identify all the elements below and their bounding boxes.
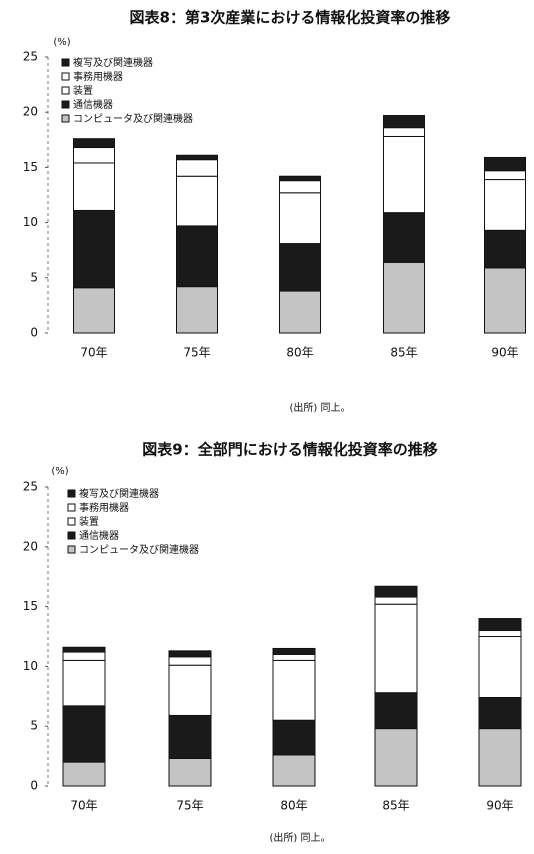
legend-label: 複写及び関連機器 (73, 56, 153, 69)
bar-segment (73, 209, 115, 289)
legend-swatch (61, 72, 70, 81)
bar-segment (272, 647, 316, 655)
bar-segment (168, 650, 212, 658)
x-tick-label: 90年 (491, 346, 518, 360)
bar-segment (383, 135, 425, 214)
bar-segment (62, 761, 106, 787)
bar-segment (478, 618, 522, 632)
y-tick-label: 0 (30, 779, 38, 793)
bar-segment (62, 646, 106, 653)
legend-label: 通信機器 (79, 529, 119, 542)
bar-segment (176, 286, 218, 334)
legend-label: 装置 (79, 515, 99, 528)
bar-segment (279, 243, 321, 292)
bar-segment (279, 192, 321, 245)
bar-segment (374, 585, 418, 598)
legend-label: 複写及び関連機器 (79, 487, 159, 500)
bar-segment (279, 175, 321, 182)
bar-segment (168, 757, 212, 787)
legend-label: 事務用機器 (79, 501, 129, 514)
y-tick-label: 0 (30, 326, 38, 340)
legend-label: コンピュータ及び関連機器 (73, 112, 193, 125)
x-tick-label: 80年 (286, 346, 313, 360)
bar-segment (176, 159, 218, 177)
bar-segment (478, 696, 522, 730)
bar-segment (478, 636, 522, 698)
source-note: (出所) 同上。 (290, 401, 351, 414)
legend-swatch (67, 545, 76, 554)
bar-segment (484, 156, 526, 172)
bar-segment (176, 175, 218, 227)
legend-swatch (61, 100, 70, 109)
bar-segment (478, 630, 522, 638)
legend-swatch (61, 86, 70, 95)
y-tick-label: 5 (30, 270, 38, 284)
y-tick-label: 5 (30, 719, 38, 733)
bar-segment (73, 147, 115, 164)
legend-swatch (61, 58, 70, 67)
x-tick-label: 90年 (486, 799, 513, 813)
bar-segment (73, 138, 115, 149)
bar-segment (383, 261, 425, 334)
bar-segment (374, 728, 418, 787)
bar-segment (272, 754, 316, 787)
bar-segment (176, 225, 218, 288)
x-tick-label: 75年 (176, 799, 203, 813)
y-unit: (%) (51, 466, 68, 477)
legend-swatch (67, 517, 76, 526)
bar-segment (484, 267, 526, 334)
bar-segment (272, 659, 316, 721)
bar-segment (484, 229, 526, 269)
bar-segment (168, 656, 212, 666)
legend-swatch (67, 503, 76, 512)
y-tick-label: 25 (23, 50, 38, 64)
chart-title: 図表9：全部門における情報化投資率の推移 (142, 441, 437, 459)
legend-swatch (67, 531, 76, 540)
y-tick-label: 15 (23, 160, 38, 174)
x-tick-label: 85年 (390, 346, 417, 360)
legend-swatch (61, 114, 70, 123)
bar-segment (478, 728, 522, 787)
x-tick-label: 85年 (382, 799, 409, 813)
x-tick-label: 70年 (70, 799, 97, 813)
legend-label: 事務用機器 (73, 70, 123, 83)
bar-segment (168, 664, 212, 716)
bar-segment (383, 127, 425, 137)
bar-segment (62, 659, 106, 707)
bar-segment (374, 596, 418, 605)
bar-segment (374, 692, 418, 730)
bar-segment (279, 180, 321, 194)
bar-segment (383, 212, 425, 263)
bar-segment (62, 705, 106, 763)
legend-label: コンピュータ及び関連機器 (79, 543, 199, 556)
legend-label: 通信機器 (73, 98, 113, 111)
bar-segment (272, 653, 316, 661)
bar-segment (272, 719, 316, 756)
y-tick-label: 10 (23, 659, 38, 673)
source-note: (出所) 同上。 (270, 831, 331, 844)
bar-segment (484, 170, 526, 181)
bar-segment (176, 154, 218, 161)
bar-segment (374, 603, 418, 694)
bar-segment (383, 115, 425, 129)
chart-title: 図表8：第3次産業における情報化投資率の推移 (130, 9, 451, 27)
bar-segment (73, 162, 115, 211)
bar-segment (73, 287, 115, 334)
bar-segment (484, 179, 526, 231)
bar-segment (62, 651, 106, 661)
y-tick-label: 20 (23, 539, 38, 553)
bar-segment (168, 714, 212, 759)
y-tick-label: 25 (23, 480, 38, 494)
y-tick-label: 20 (23, 105, 38, 119)
x-tick-label: 70年 (80, 346, 107, 360)
legend-label: 装置 (73, 84, 93, 97)
legend-swatch (67, 489, 76, 498)
y-unit: (%) (53, 37, 70, 48)
x-tick-label: 75年 (183, 346, 210, 360)
x-tick-label: 80年 (280, 799, 307, 813)
y-tick-label: 10 (23, 215, 38, 229)
y-tick-label: 15 (23, 599, 38, 613)
bar-segment (279, 290, 321, 334)
